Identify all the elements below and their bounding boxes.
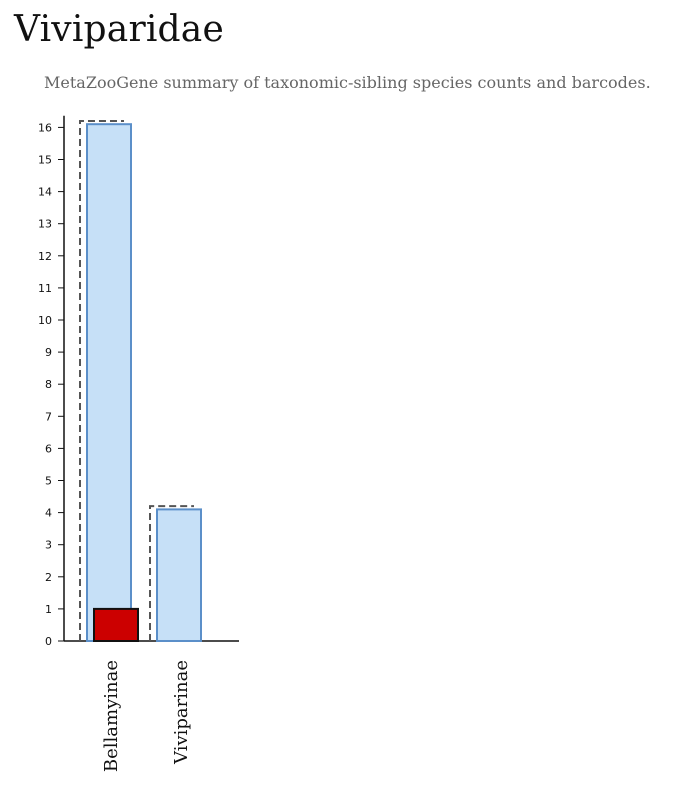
page-title: Viviparidae (14, 9, 224, 50)
y-tick-label: 16 (38, 121, 52, 134)
y-tick-label: 2 (45, 571, 52, 584)
category-labels: Bellamyinae Viviparinae (101, 660, 192, 772)
y-tick-label: 8 (45, 378, 52, 391)
y-tick-label: 1 (45, 603, 52, 616)
y-tick-label: 12 (38, 250, 52, 263)
y-tick-label: 11 (38, 282, 52, 295)
y-tick-label: 6 (45, 442, 52, 455)
species-bar-bellamyinae (86, 123, 132, 642)
barcode-bar-bellamyinae (93, 607, 139, 643)
total-outline-bellamyinae (79, 119, 124, 641)
y-tick-label: 7 (45, 410, 52, 423)
species-bar-viviparinae (156, 508, 202, 643)
total-outline-viviparinae (149, 505, 194, 641)
y-tick-label: 15 (38, 154, 52, 167)
y-tick-label: 0 (45, 635, 52, 648)
y-tick-label: 9 (45, 346, 52, 359)
y-tick-label: 14 (38, 186, 52, 199)
bars (79, 119, 202, 643)
page-subtitle: MetaZooGene summary of taxonomic-sibling… (44, 73, 651, 92)
category-label-bellamyinae: Bellamyinae (101, 660, 122, 772)
y-tick-label: 5 (45, 475, 52, 488)
y-tick-label: 10 (38, 314, 52, 327)
y-tick-label: 3 (45, 539, 52, 552)
category-label-viviparinae: Viviparinae (171, 660, 192, 765)
y-tick-label: 4 (45, 507, 52, 520)
y-tick-label: 13 (38, 218, 52, 231)
